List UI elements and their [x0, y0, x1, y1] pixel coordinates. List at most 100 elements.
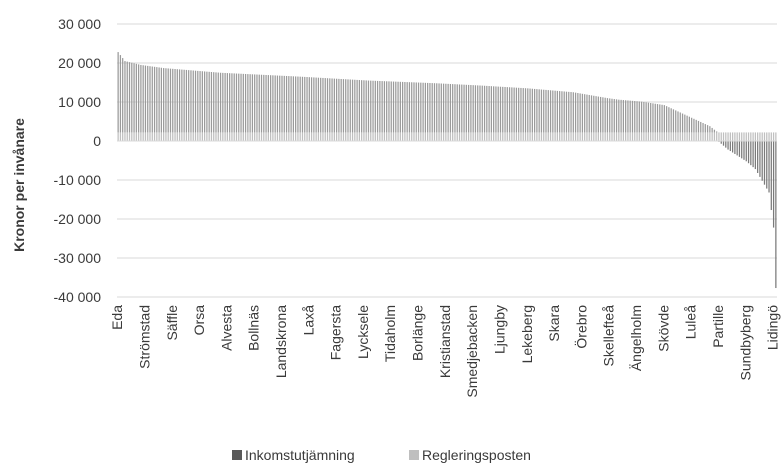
bar-segment-inkomstutjamning: [395, 81, 397, 133]
bar-segment-inkomstutjamning: [506, 87, 508, 133]
bar-segment-regleringsposten: [185, 132, 188, 141]
bar-segment-regleringsposten: [363, 132, 365, 141]
bar-segment-regleringsposten: [467, 132, 470, 141]
bar-segment-inkomstutjamning: [269, 75, 272, 133]
bar-segment-inkomstutjamning: [436, 83, 438, 133]
bar-segment-regleringsposten: [536, 132, 538, 141]
bar-segment-inkomstutjamning: [654, 103, 656, 133]
bar-segment-inkomstutjamning: [574, 92, 577, 133]
bar-segment-regleringsposten: [654, 132, 656, 141]
bar-segment-inkomstutjamning: [424, 82, 426, 133]
bar-segment-inkomstutjamning: [231, 73, 233, 133]
bar-segment-regleringsposten: [247, 132, 249, 141]
bar-segment-inkomstutjamning: [386, 81, 388, 133]
bar-segment-inkomstutjamning: [438, 83, 440, 133]
bar-segment-inkomstutjamning: [579, 93, 581, 133]
bar-segment-regleringsposten: [151, 132, 153, 141]
bar-segment-inkomstutjamning: [147, 65, 149, 133]
bar-segment-inkomstutjamning: [340, 78, 342, 133]
bar-segment-inkomstutjamning: [711, 127, 713, 133]
bar-segment-inkomstutjamning: [233, 73, 235, 133]
bar-segment-regleringsposten: [518, 132, 520, 141]
bar-segment-regleringsposten: [240, 132, 242, 141]
bar-segment-regleringsposten: [497, 132, 499, 141]
bar-segment-regleringsposten: [722, 132, 725, 141]
bar-segment-inkomstutjamning: [413, 82, 415, 133]
bar-segment-regleringsposten: [172, 132, 174, 141]
bar-segment-regleringsposten: [274, 132, 276, 141]
bar-segment-regleringsposten: [361, 132, 363, 141]
bar-segment-regleringsposten: [372, 132, 374, 141]
bar-segment-regleringsposten: [358, 132, 360, 141]
x-category-label: Kristianstad: [437, 305, 453, 378]
bar-segment-regleringsposten: [406, 132, 408, 141]
bar-segment-regleringsposten: [515, 132, 518, 141]
bar-segment-regleringsposten: [135, 132, 137, 141]
bar-segment-regleringsposten: [399, 132, 401, 141]
bar-segment-inkomstutjamning: [338, 78, 340, 133]
bar-segment-inkomstutjamning: [224, 72, 226, 133]
bar-segment-regleringsposten: [324, 132, 326, 141]
bar-segment-inkomstutjamning: [263, 74, 265, 133]
bar-segment-inkomstutjamning: [176, 69, 178, 133]
bar-segment-regleringsposten: [160, 132, 162, 141]
bar-segment-inkomstutjamning: [322, 77, 324, 133]
bar-segment-regleringsposten: [231, 132, 233, 141]
bar-segment-regleringsposten: [529, 132, 531, 141]
bar-segment-regleringsposten: [745, 132, 747, 141]
bar-segment-inkomstutjamning: [210, 72, 213, 133]
bar-segment-inkomstutjamning: [508, 87, 511, 133]
bar-segment-inkomstutjamning: [627, 100, 629, 133]
bar-segment-regleringsposten: [718, 132, 720, 141]
bar-segment-inkomstutjamning: [288, 76, 290, 133]
bar-segment-inkomstutjamning: [247, 74, 249, 133]
bar-segment-regleringsposten: [140, 132, 142, 141]
bar-segment-regleringsposten: [747, 132, 750, 141]
bar-segment-regleringsposten: [442, 132, 445, 141]
bar-segment-regleringsposten: [411, 132, 413, 141]
bar-segment-regleringsposten: [577, 132, 579, 141]
bar-segment-regleringsposten: [552, 132, 554, 141]
bar-segment-inkomstutjamning: [609, 98, 611, 133]
bar-segment-regleringsposten: [285, 132, 288, 141]
bar-segment-regleringsposten: [244, 132, 247, 141]
bar-segment-regleringsposten: [602, 132, 604, 141]
bar-segment-regleringsposten: [238, 132, 240, 141]
bar-segment-inkomstutjamning: [511, 87, 513, 133]
bar-segment-inkomstutjamning: [549, 90, 552, 133]
bar-segment-inkomstutjamning: [524, 88, 527, 133]
bar-segment-inkomstutjamning: [679, 112, 681, 133]
bar-segment-regleringsposten: [677, 132, 679, 141]
bar-segment-inkomstutjamning: [481, 85, 483, 133]
x-category-label: Lekeberg: [519, 305, 535, 363]
bar-segment-regleringsposten: [429, 132, 431, 141]
bar-segment-regleringsposten: [226, 132, 228, 141]
bar-segment-inkomstutjamning: [713, 129, 716, 133]
bar-segment-regleringsposten: [743, 132, 745, 141]
bar-segment-regleringsposten: [574, 132, 577, 141]
bar-segment-inkomstutjamning: [729, 141, 731, 152]
bar-segment-inkomstutjamning: [383, 81, 386, 133]
bar-segment-inkomstutjamning: [399, 81, 401, 133]
bar-segment-inkomstutjamning: [388, 81, 390, 133]
bar-segment-regleringsposten: [356, 132, 358, 141]
bar-segment-inkomstutjamning: [458, 84, 461, 133]
bar-segment-inkomstutjamning: [584, 94, 586, 133]
bar-segment-regleringsposten: [313, 132, 315, 141]
bar-segment-regleringsposten: [727, 132, 729, 141]
bar-segment-inkomstutjamning: [629, 100, 631, 133]
bar-segment-regleringsposten: [713, 132, 716, 141]
bar-segment-inkomstutjamning: [700, 121, 702, 133]
bar-segment-inkomstutjamning: [465, 84, 467, 133]
bar-segment-inkomstutjamning: [358, 80, 360, 133]
bar-segment-regleringsposten: [590, 132, 593, 141]
bar-segment-regleringsposten: [208, 132, 210, 141]
bar-segment-regleringsposten: [663, 132, 665, 141]
bar-segment-regleringsposten: [342, 132, 345, 141]
x-category-label: Skövde: [655, 305, 671, 352]
bar-segment-regleringsposten: [661, 132, 663, 141]
bar-segment-inkomstutjamning: [766, 141, 768, 189]
bar-segment-regleringsposten: [392, 132, 395, 141]
bar-segment-regleringsposten: [349, 132, 351, 141]
bar-segment-regleringsposten: [181, 132, 183, 141]
